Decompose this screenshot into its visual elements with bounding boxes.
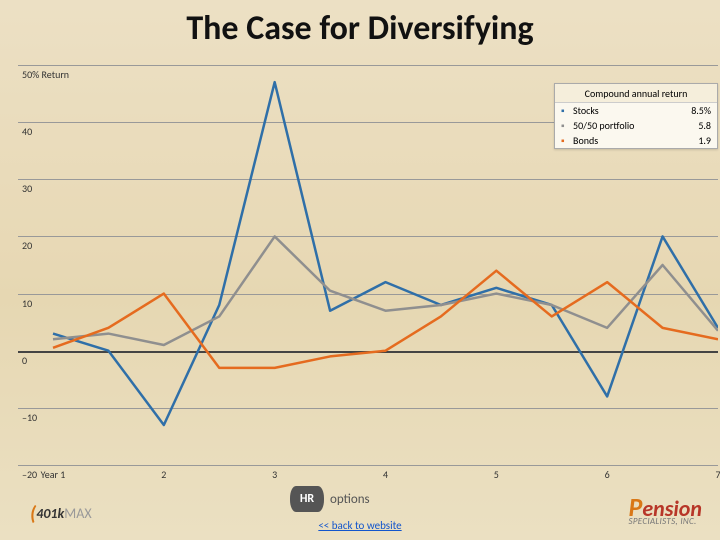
legend-value: 5.8 bbox=[698, 119, 711, 132]
x-axis-label: 3 bbox=[272, 468, 277, 481]
back-to-website-link[interactable]: << back to website bbox=[318, 519, 401, 532]
legend-bullet-icon: ▪ bbox=[561, 104, 569, 117]
x-axis-label: 5 bbox=[494, 468, 499, 481]
legend-value: 8.5% bbox=[691, 104, 711, 117]
chart-area: 50% Return403020100–10–20 Year 1234567 C… bbox=[18, 65, 718, 465]
legend-row: ▪ Stocks 8.5% bbox=[555, 103, 717, 118]
legend-title: Compound annual return bbox=[555, 84, 717, 103]
legend: Compound annual return ▪ Stocks 8.5% ▪ 50/50… bbox=[554, 83, 718, 149]
logo-hr-options: HR options bbox=[290, 486, 370, 512]
legend-label: Stocks bbox=[573, 104, 685, 117]
legend-value: 1.9 bbox=[698, 134, 711, 147]
hr-badge-icon: HR bbox=[290, 486, 324, 512]
legend-row: ▪ 50/50 portfolio 5.8 bbox=[555, 118, 717, 133]
legend-label: Bonds bbox=[573, 134, 692, 147]
x-axis-label: 4 bbox=[383, 468, 388, 481]
footer: << back to website bbox=[0, 515, 720, 534]
legend-label: 50/50 portfolio bbox=[573, 119, 692, 132]
y-axis-label: –20 bbox=[22, 468, 37, 481]
legend-bullet-icon: ▪ bbox=[561, 134, 569, 147]
x-axis-label: 7 bbox=[715, 468, 720, 481]
page-title: The Case for Diversifying bbox=[0, 0, 720, 49]
gridline bbox=[18, 465, 718, 466]
x-axis-label: 6 bbox=[605, 468, 610, 481]
x-axis-label: 2 bbox=[161, 468, 166, 481]
legend-row: ▪ Bonds 1.9 bbox=[555, 133, 717, 148]
series-line-bonds bbox=[53, 271, 718, 368]
legend-bullet-icon: ▪ bbox=[561, 119, 569, 132]
x-axis-label: Year 1 bbox=[41, 468, 66, 481]
